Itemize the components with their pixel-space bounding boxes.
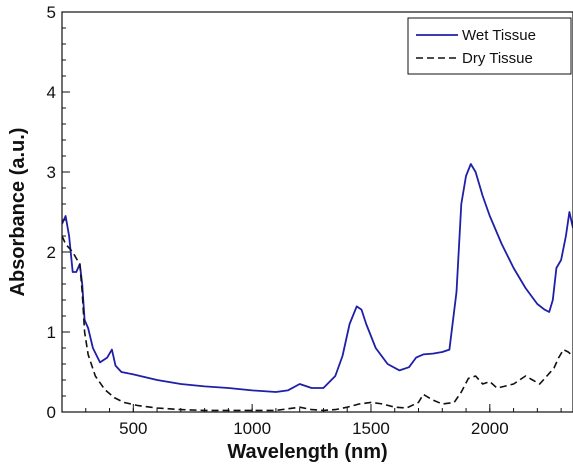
legend-label: Dry Tissue (462, 50, 533, 67)
y-tick-label: 3 (47, 163, 56, 182)
x-tick-label: 500 (119, 419, 147, 438)
x-tick-label: 2000 (471, 419, 509, 438)
legend-label: Wet Tissue (462, 27, 536, 44)
y-tick-label: 1 (47, 323, 56, 342)
axis-ticks: 500 1000 1500 2000 0 1 2 3 4 5 (47, 3, 562, 438)
y-tick-label: 5 (47, 3, 56, 22)
x-tick-label: 1000 (233, 419, 271, 438)
series-line-dry-tissue (62, 235, 573, 412)
y-tick-label: 4 (47, 83, 56, 102)
axes-frame (61, 11, 573, 413)
y-axis-label: Absorbance (a.u.) (7, 128, 29, 297)
legend-box (407, 17, 572, 75)
x-axis-label: Wavelength (nm) (227, 441, 387, 463)
x-tick-label: 1500 (352, 419, 390, 438)
plot-marks (62, 163, 573, 412)
y-tick-label: 0 (47, 403, 56, 422)
series-line-wet-tissue (62, 163, 573, 393)
legend: Wet Tissue Dry Tissue (407, 17, 572, 75)
y-tick-label: 2 (47, 243, 56, 262)
